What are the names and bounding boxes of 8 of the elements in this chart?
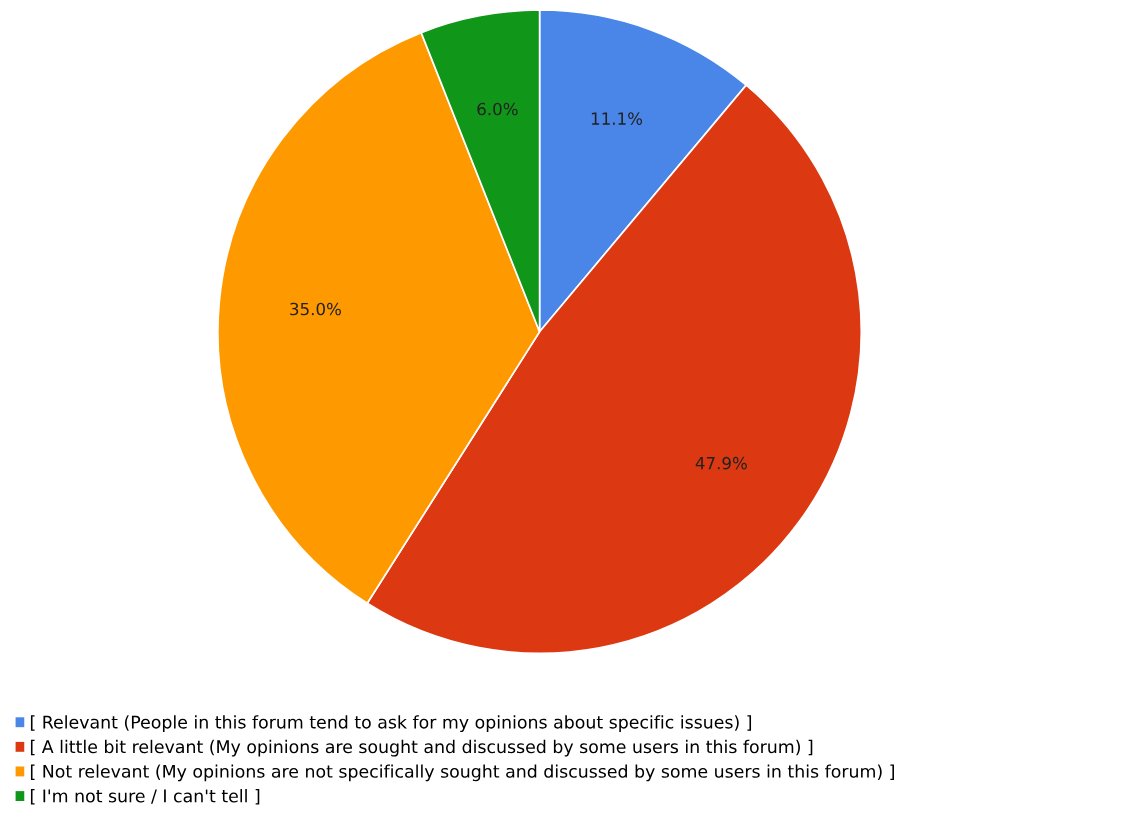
data-label: 47.9%: [695, 456, 747, 470]
data-label: 11.1%: [591, 112, 643, 125]
data-label: 6.0%: [477, 102, 518, 116]
legend-label: [ Relevant (People in this forum tend to ask for my opinions about specific issues) ]: [30, 715, 752, 732]
data-label: 35.0%: [290, 302, 341, 316]
legend-label: [ A little bit relevant (My opinions are sought and discussed by some users in this forum) ]: [30, 739, 813, 757]
legend-label: [ I'm not sure / I can't tell ]: [30, 789, 260, 805]
legend-label: [ Not relevant (My opinions are not specifically sought and discussed by some users in this forum) ]: [30, 764, 894, 782]
